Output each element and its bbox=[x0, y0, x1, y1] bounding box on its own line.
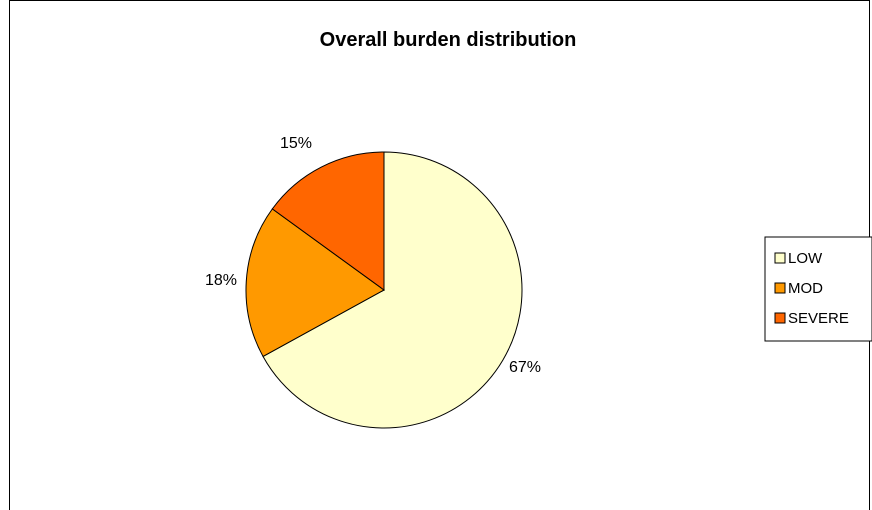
legend-label-severe: SEVERE bbox=[788, 310, 849, 327]
pie-slice-severe bbox=[271, 151, 385, 291]
slice-label-mod: 18% bbox=[205, 272, 237, 289]
slice-label-low: 67% bbox=[509, 359, 541, 376]
slice-labels: 67% 18% 15% bbox=[205, 135, 541, 376]
legend-swatch-low bbox=[774, 252, 786, 264]
chart-title: Overall burden distribution bbox=[320, 29, 577, 51]
slice-label-severe: 15% bbox=[280, 135, 312, 152]
pie-slice-low bbox=[262, 151, 523, 429]
legend-label-mod: MOD bbox=[788, 280, 823, 297]
legend-label-low: LOW bbox=[788, 250, 823, 267]
pie-slices bbox=[245, 151, 523, 429]
legend-swatch-mod bbox=[774, 282, 786, 294]
pie-slice-mod bbox=[245, 208, 385, 358]
legend-swatch-severe bbox=[774, 312, 786, 324]
legend: LOW MOD SEVERE bbox=[764, 236, 872, 342]
